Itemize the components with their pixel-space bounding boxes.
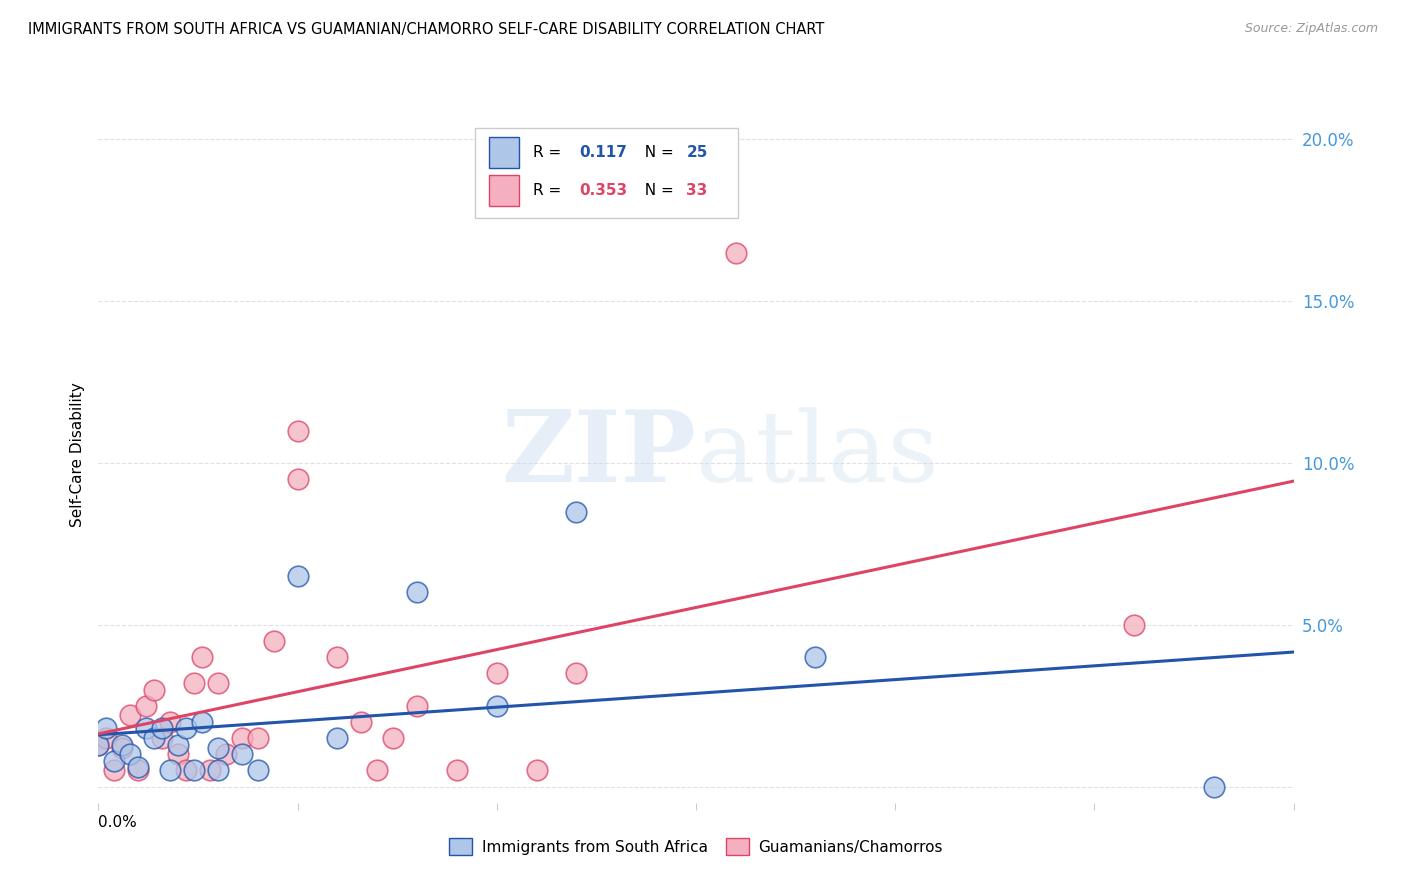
- Text: ZIP: ZIP: [501, 407, 696, 503]
- FancyBboxPatch shape: [489, 175, 519, 206]
- Point: [231, 747, 253, 762]
- Point: [526, 764, 548, 778]
- Point: [135, 722, 157, 736]
- Text: R =: R =: [533, 183, 567, 198]
- Point: [350, 714, 373, 729]
- Text: N =: N =: [636, 145, 679, 160]
- Text: atlas: atlas: [696, 407, 939, 503]
- Text: R =: R =: [533, 145, 567, 160]
- Point: [127, 764, 149, 778]
- Point: [485, 698, 508, 713]
- Point: [246, 731, 269, 745]
- Point: [326, 731, 349, 745]
- Point: [150, 731, 173, 745]
- Text: Source: ZipAtlas.com: Source: ZipAtlas.com: [1244, 22, 1378, 36]
- Point: [191, 650, 214, 665]
- Point: [111, 740, 134, 755]
- Point: [150, 722, 173, 736]
- Legend: Immigrants from South Africa, Guamanians/Chamorros: Immigrants from South Africa, Guamanians…: [443, 832, 949, 862]
- Point: [111, 738, 134, 752]
- Point: [143, 682, 166, 697]
- Text: 0.353: 0.353: [579, 183, 627, 198]
- Point: [174, 764, 197, 778]
- Point: [96, 731, 118, 745]
- Point: [120, 708, 142, 723]
- Point: [167, 747, 190, 762]
- Point: [406, 698, 429, 713]
- Point: [382, 731, 405, 745]
- Point: [287, 472, 309, 486]
- Point: [446, 764, 468, 778]
- Text: 0.0%: 0.0%: [98, 815, 138, 830]
- Point: [215, 747, 238, 762]
- Point: [207, 740, 229, 755]
- Y-axis label: Self-Care Disability: Self-Care Disability: [70, 383, 86, 527]
- FancyBboxPatch shape: [475, 128, 738, 219]
- Point: [159, 714, 181, 729]
- Point: [198, 764, 221, 778]
- Point: [135, 698, 157, 713]
- Point: [485, 666, 508, 681]
- Point: [406, 585, 429, 599]
- Point: [143, 731, 166, 745]
- Point: [287, 569, 309, 583]
- Text: N =: N =: [636, 183, 679, 198]
- Point: [724, 245, 747, 260]
- Point: [366, 764, 388, 778]
- FancyBboxPatch shape: [489, 136, 519, 168]
- Point: [1202, 780, 1225, 794]
- Point: [87, 738, 110, 752]
- Point: [565, 666, 588, 681]
- Point: [263, 634, 285, 648]
- Point: [174, 722, 197, 736]
- Point: [565, 504, 588, 518]
- Point: [127, 760, 149, 774]
- Point: [159, 764, 181, 778]
- Point: [120, 747, 142, 762]
- Point: [103, 764, 125, 778]
- Point: [326, 650, 349, 665]
- Text: 0.117: 0.117: [579, 145, 627, 160]
- Point: [231, 731, 253, 745]
- Text: 33: 33: [686, 183, 707, 198]
- Point: [96, 722, 118, 736]
- Point: [207, 676, 229, 690]
- Point: [246, 764, 269, 778]
- Point: [183, 764, 205, 778]
- Point: [183, 676, 205, 690]
- Text: IMMIGRANTS FROM SOUTH AFRICA VS GUAMANIAN/CHAMORRO SELF-CARE DISABILITY CORRELAT: IMMIGRANTS FROM SOUTH AFRICA VS GUAMANIA…: [28, 22, 824, 37]
- Point: [804, 650, 827, 665]
- Point: [191, 714, 214, 729]
- Point: [207, 764, 229, 778]
- Point: [1123, 617, 1146, 632]
- Point: [87, 738, 110, 752]
- Point: [103, 754, 125, 768]
- Point: [287, 424, 309, 438]
- Text: 25: 25: [686, 145, 707, 160]
- Point: [167, 738, 190, 752]
